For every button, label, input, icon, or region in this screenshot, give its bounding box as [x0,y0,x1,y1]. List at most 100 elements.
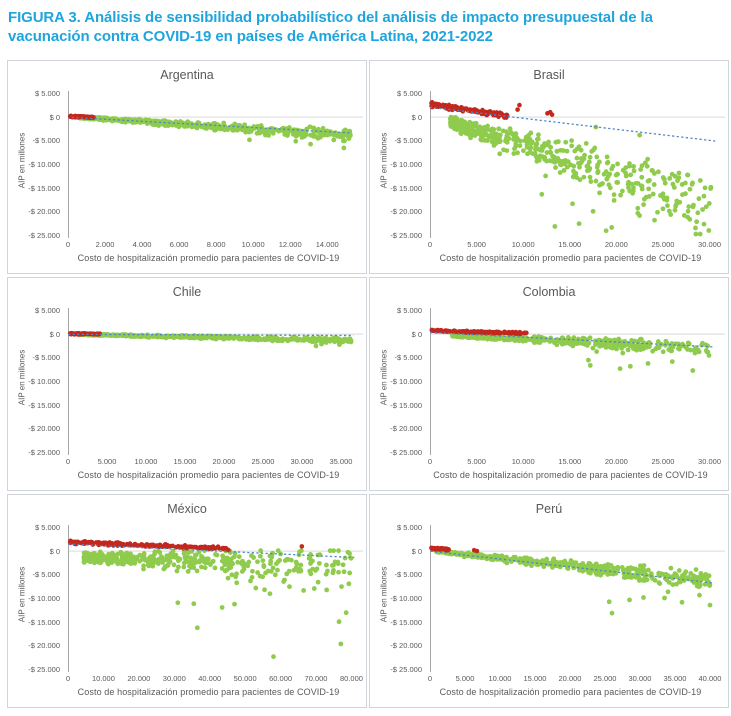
x-tick-label: 0 [65,240,71,249]
x-axis-label: Costo de hospitalización promedio para p… [77,470,340,480]
x-tick-label: 25.000 [251,457,275,466]
y-tick-label: -$ 25.000 [28,665,60,674]
x-tick-label: 0 [427,674,433,683]
chart-title: Colombia [522,285,576,299]
x-tick-label: 15.000 [558,240,582,249]
x-tick-label: 5.000 [455,674,475,683]
scatter-plot-brasil [370,61,727,273]
y-tick-label: -$ 25.000 [390,448,422,457]
y-tick-label: -$ 25.000 [390,231,422,240]
x-tick-label: 40.000 [698,674,722,683]
x-tick-label: 70.000 [304,674,328,683]
y-tick-label: -$ 25.000 [390,665,422,674]
y-tick-label: $ 0 [49,112,60,122]
y-tick-label: -$ 10.000 [28,594,60,603]
y-tick-label: -$ 5.000 [394,136,422,146]
x-tick-label: 30.000 [698,240,721,249]
y-tick-label: -$ 5.000 [32,353,60,363]
x-tick-label: 30.000 [628,674,652,683]
x-tick-label: 0 [65,674,71,683]
x-axis-label: Costo de hospitalización promedio para p… [77,253,340,263]
x-tick-label: 0 [427,240,433,249]
y-tick-label: $ 0 [49,329,60,339]
chart-title: Chile [172,285,202,299]
x-axis-label: Costo de hospitalización promedio para p… [77,687,340,697]
y-tick-label: $ 0 [411,329,422,339]
y-tick-label: -$ 25.000 [28,231,60,240]
x-tick-label: 8.000 [206,240,226,249]
y-tick-label: -$ 20.000 [390,424,422,434]
y-tick-label: -$ 10.000 [28,160,60,169]
figure-title: FIGURA 3. Análisis de sensibilidad proba… [8,9,653,46]
y-tick-label: $ 0 [411,112,422,122]
x-tick-label: 50.000 [233,674,257,683]
y-tick-label: -$ 15.000 [390,183,422,193]
x-tick-label: 35.000 [329,457,353,466]
scatter-plot-argentina [8,61,365,273]
chart-title: Argentina [160,68,214,82]
y-tick-label: -$ 5.000 [394,353,422,363]
y-tick-label: -$ 20.000 [28,424,60,434]
x-tick-label: 35.000 [663,674,687,683]
scatter-plot-peru [370,495,727,707]
chart-panel-mexico: México AIP en millones $ 5.000 $ 0 -$ 5.000-… [7,494,367,708]
x-tick-label: 0 [65,457,71,466]
x-tick-label: 10.000 [241,240,265,249]
y-tick-label: -$ 10.000 [390,594,422,603]
x-tick-label: 40.000 [198,674,222,683]
x-tick-label: 15.000 [173,457,197,466]
x-tick-label: 25.000 [651,240,675,249]
x-tick-label: 10.000 [91,674,115,683]
x-tick-label: 30.000 [162,674,186,683]
x-tick-label: 20.000 [558,674,582,683]
y-tick-label: -$ 5.000 [32,136,60,146]
y-tick-label: -$ 20.000 [390,207,422,217]
y-tick-label: -$ 25.000 [28,448,60,457]
x-tick-label: 15.000 [523,674,547,683]
chart-panel-chile: Chile AIP en millones $ 5.000 $ 0 -$ 5.000 -$… [7,277,367,491]
y-tick-label: -$ 15.000 [390,400,422,410]
x-tick-label: 10.000 [511,457,535,466]
x-tick-label: 20.000 [212,457,236,466]
y-tick-label: -$ 20.000 [28,207,60,217]
y-tick-label: -$ 20.000 [390,641,422,651]
x-tick-label: 4.000 [132,240,152,249]
chart-panel-colombia: Colombia AIP en millones $ 5.000 $ 0 -$ 5.00… [369,277,729,491]
x-tick-label: 30.000 [698,457,721,466]
y-tick-label: -$ 10.000 [390,160,422,169]
y-tick-label: -$ 15.000 [28,617,60,627]
x-tick-label: 6.000 [169,240,189,249]
x-axis-label: Costo de hospitalización promedio para p… [439,687,702,697]
x-tick-label: 10.000 [511,240,535,249]
x-tick-label: 5.000 [467,457,486,466]
y-tick-label: -$ 20.000 [28,641,60,651]
y-tick-label: -$ 10.000 [28,377,60,386]
y-tick-label: -$ 10.000 [390,377,422,386]
scatter-plot-mexico [8,495,365,707]
y-tick-label: $ 5.000 [396,89,422,98]
x-tick-label: 30.000 [290,457,314,466]
y-tick-label: -$ 15.000 [28,400,60,410]
y-tick-label: -$ 5.000 [394,570,422,580]
y-tick-label: $ 0 [49,546,60,556]
x-tick-label: 14.000 [315,240,339,249]
scatter-plot-chile [8,278,365,490]
chart-title: Perú [535,502,563,516]
y-tick-label: $ 5.000 [396,523,422,532]
y-tick-label: $ 5.000 [34,306,60,315]
x-tick-label: 10.000 [488,674,512,683]
x-tick-label: 20.000 [127,674,151,683]
y-tick-label: -$ 15.000 [390,617,422,627]
chart-title: Brasil [533,68,565,82]
charts-grid: Argentina AIP en millones $ 5.000 $ 0 -$ 5.0… [7,60,729,708]
chart-title: México [167,502,207,516]
x-tick-label: 12.000 [278,240,302,249]
y-tick-label: $ 5.000 [34,89,60,98]
x-axis-label: Costo de hospitalización promedio para p… [439,253,702,263]
x-tick-label: 0 [427,457,433,466]
x-tick-label: 15.000 [558,457,582,466]
x-tick-label: 25.000 [593,674,617,683]
x-tick-label: 25.000 [651,457,675,466]
y-tick-label: -$ 15.000 [28,183,60,193]
x-tick-label: 80.000 [339,674,363,683]
